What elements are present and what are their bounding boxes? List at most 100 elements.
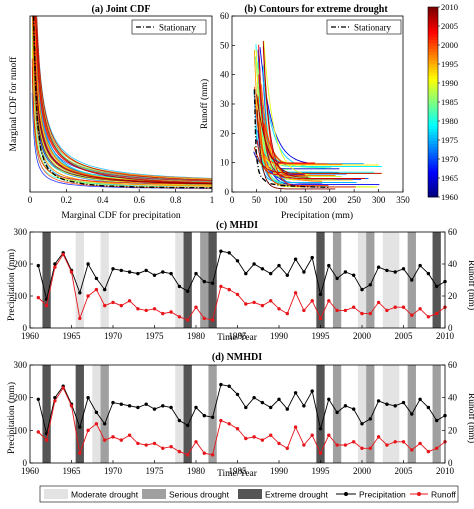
panel-c-precip-point xyxy=(343,270,348,274)
panel-d-runoff-point xyxy=(86,428,90,433)
panel-c-runoff-point xyxy=(136,307,140,311)
panel-b-y-tick-label: 40 xyxy=(220,70,230,80)
colorbar-step xyxy=(428,128,438,133)
panel-c-runoff-point xyxy=(69,270,74,274)
panel-d-y2-tick-label: 20 xyxy=(448,425,458,435)
colorbar-step xyxy=(428,21,438,26)
panel-b-x-ticks: 0 50 100 150 200 250 300 350 xyxy=(230,189,410,205)
panel-c-y-tick-label: 200 xyxy=(14,259,28,269)
panel-d-x-tick-label: 2005 xyxy=(395,466,414,476)
panel-c-runoff-point xyxy=(144,308,148,313)
panel-d-precip-point xyxy=(360,422,364,426)
panel-b-y-tick-label: 20 xyxy=(220,128,230,138)
panel-d-precip-point xyxy=(227,384,231,388)
panel-d-nmhdi: (d) NMHDI 1960 1965 1970 1975 1980 1985 1990 19… xyxy=(6,352,474,479)
colorbar-tick-label: 1960 xyxy=(441,192,458,202)
panel-b-contour xyxy=(258,44,315,164)
panel-d-y-tick-label: 100 xyxy=(14,425,28,435)
colorbar-step xyxy=(428,18,438,23)
colorbar-step xyxy=(428,12,438,17)
panel-b-contour xyxy=(257,96,329,186)
panel-b-contour xyxy=(258,74,365,179)
colorbar-step xyxy=(428,33,438,38)
panel-d-drought-band-serious xyxy=(100,365,109,463)
panel-d-runoff-point xyxy=(152,441,157,446)
colorbar-step xyxy=(428,84,438,88)
colorbar-step xyxy=(428,78,438,82)
panel-b-contour xyxy=(256,109,336,190)
panel-d-precip-point xyxy=(202,413,206,418)
colorbar-step xyxy=(428,188,438,192)
panel-a-x-tick-label: 0.6 xyxy=(134,195,146,205)
colorbar-step xyxy=(428,170,438,174)
colorbar-step xyxy=(428,72,438,76)
panel-d-runoff-point xyxy=(144,443,148,447)
panel-c-precip-point xyxy=(244,271,248,276)
panel-a-curve xyxy=(32,15,213,182)
panel-b-stationary-line xyxy=(253,89,330,188)
panel-c-y2-tick-label: 40 xyxy=(448,259,458,269)
panel-d-runoff-point xyxy=(136,441,140,446)
panel-d-runoff-point xyxy=(235,427,240,431)
panel-d-y2-tick-label: 40 xyxy=(448,393,458,403)
colorbar-step xyxy=(428,24,438,29)
panel-c-precip-point xyxy=(194,271,198,276)
panel-c-drought-band-moderate xyxy=(382,232,392,328)
panel-c-precip-point xyxy=(285,273,289,277)
panel-d-runoff-point xyxy=(210,453,215,457)
panel-c-drought-band-moderate xyxy=(391,232,400,328)
panel-d-precip-point xyxy=(302,404,306,408)
panel-d-drought-band-serious xyxy=(366,365,375,463)
colorbar-step xyxy=(428,164,438,168)
panel-c-precip-point xyxy=(318,292,323,297)
panel-d-runoff-point xyxy=(285,446,289,450)
panel-d-x-tick-label: 1985 xyxy=(229,466,248,476)
panel-d-runoff-point xyxy=(44,438,49,442)
panel-d-runoff-point xyxy=(202,451,206,455)
panel-c-x-tick-label: 1960 xyxy=(21,331,40,341)
panel-d-y2label: Runoff (mm) xyxy=(466,393,474,443)
panel-d-drought-band-extreme xyxy=(316,365,325,463)
colorbar-step xyxy=(428,7,438,11)
panel-a-legend: Stationary xyxy=(131,19,207,35)
panel-c-runoff-point xyxy=(277,307,281,311)
panel-d-precip-point xyxy=(368,417,372,421)
colorbar-step xyxy=(428,194,438,198)
panel-d-runoff-point xyxy=(36,430,40,434)
colorbar-tick-label: 1965 xyxy=(441,173,458,183)
panel-d-precip-point xyxy=(343,404,348,408)
panel-b-contour xyxy=(253,147,382,174)
panel-c-precip-point xyxy=(435,284,439,289)
panel-d-precip-point xyxy=(401,400,406,405)
panel-c-drought-band-extreme xyxy=(432,232,441,328)
panel-a-curve xyxy=(32,15,213,184)
panel-a-x-ticks: 0 0.2 0.4 0.6 0.8 1 xyxy=(28,189,214,205)
panel-a-x-tick-label: 0.2 xyxy=(61,195,72,205)
colorbar-step xyxy=(428,42,438,46)
panel-d-runoff-point xyxy=(186,453,190,457)
panel-d-x-tick-label: 2000 xyxy=(353,466,372,476)
panel-c-drought-band-moderate xyxy=(75,232,84,328)
colorbar-step xyxy=(428,167,438,171)
panel-c-precip-point xyxy=(111,267,115,271)
panel-c-precip-point xyxy=(360,287,364,292)
panel-d-drought-band-extreme xyxy=(42,365,51,463)
panel-b-contour xyxy=(261,116,322,182)
colorbar-step xyxy=(428,134,438,139)
panel-c-precip-point xyxy=(401,267,406,271)
panel-c-runoff-point xyxy=(86,294,90,298)
panel-c-title: (c) MHDI xyxy=(216,220,258,231)
panel-d-precip-point xyxy=(376,399,381,403)
colorbar-step xyxy=(428,60,438,64)
panel-d-runoff-point xyxy=(169,444,173,449)
panel-d-runoff-point xyxy=(111,435,115,439)
colorbar-step xyxy=(428,155,438,159)
panel-d-precip-point xyxy=(426,405,431,410)
panel-c-precip-point xyxy=(269,271,273,276)
panel-b-title: (b) Contours for extreme drought xyxy=(244,4,388,15)
colorbar-step xyxy=(428,137,438,141)
panel-a-x-tick-label: 0 xyxy=(28,195,33,205)
panel-d-runoff-point xyxy=(368,446,372,450)
colorbar-step xyxy=(428,152,438,156)
panel-d-x-tick-label: 1995 xyxy=(312,466,331,476)
